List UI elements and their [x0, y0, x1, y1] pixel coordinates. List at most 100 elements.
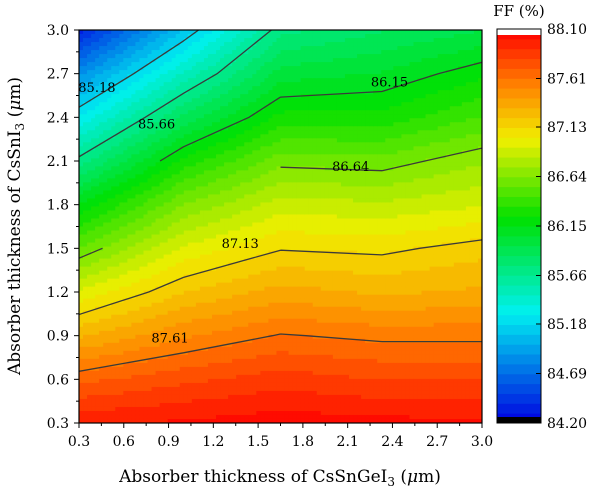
heat-cell [272, 374, 278, 380]
heat-cell [199, 66, 205, 71]
heat-cell [199, 322, 205, 328]
heat-cell [159, 322, 165, 328]
heat-cell [224, 42, 229, 47]
heat-cell [119, 170, 124, 175]
heat-cell [207, 346, 213, 352]
heat-cell [155, 62, 161, 67]
heat-cell [272, 50, 278, 55]
heat-cell [143, 90, 149, 95]
heat-cell [199, 342, 205, 348]
heat-cell [127, 330, 132, 336]
heat-cell [175, 190, 181, 196]
heat-cell [139, 154, 145, 159]
heat-cell [115, 306, 120, 312]
heat-cell [220, 102, 225, 107]
heat-cell [107, 322, 112, 328]
heat-cell [264, 86, 270, 91]
heat-cell [135, 410, 141, 416]
heat-cell [143, 130, 149, 135]
heat-cell [191, 362, 197, 368]
heat-cell [95, 182, 100, 187]
heat-cell [171, 222, 177, 228]
heat-cell [111, 322, 116, 328]
heat-cell [195, 98, 201, 103]
heat-cell [268, 366, 274, 372]
heat-cell [167, 246, 173, 252]
heat-cell [119, 290, 124, 296]
heat-cell [123, 226, 128, 232]
heat-cell [195, 290, 201, 296]
heat-cell [155, 286, 161, 292]
heat-cell [87, 322, 92, 328]
heat-cell [155, 310, 161, 316]
heat-cell [228, 318, 233, 324]
heat-cell [115, 170, 120, 175]
heat-cell [135, 266, 141, 272]
heat-cell [232, 214, 237, 220]
heat-cell [179, 130, 185, 135]
heat-cell [187, 258, 193, 264]
heat-cell [191, 402, 197, 408]
heat-cell [107, 318, 112, 324]
heat-cell [103, 190, 108, 196]
heat-cell [115, 38, 120, 43]
heat-cell [228, 70, 233, 75]
heat-cell [171, 230, 177, 236]
heat-cell [87, 74, 92, 79]
heat-cell [191, 146, 197, 151]
heat-cell [103, 194, 108, 200]
heat-cell [147, 214, 153, 220]
heat-cell [119, 306, 124, 312]
heat-cell [87, 198, 92, 204]
heat-cell [220, 390, 225, 396]
heat-cell [191, 90, 197, 95]
heat-cell [159, 258, 165, 264]
heat-cell [195, 134, 201, 139]
heat-cell [163, 30, 169, 35]
heat-cell [264, 54, 270, 59]
heat-cell [260, 350, 265, 356]
heat-cell [248, 246, 253, 252]
heat-cell [139, 50, 145, 55]
heat-cell [91, 410, 96, 416]
heat-cell [199, 374, 205, 380]
heat-cell [119, 286, 124, 292]
heat-cell [236, 294, 241, 300]
heat-cell [236, 106, 241, 111]
heat-cell [103, 98, 108, 103]
heat-cell [248, 202, 253, 208]
heat-cell [248, 110, 253, 115]
heat-cell [83, 270, 88, 276]
heat-cell [151, 170, 157, 175]
heat-cell [272, 102, 278, 107]
heat-cell [151, 270, 157, 276]
heat-cell [107, 50, 112, 55]
heat-cell [220, 386, 225, 392]
heat-cell [131, 38, 137, 43]
heat-cell [167, 266, 173, 272]
heat-cell [159, 62, 165, 67]
heat-cell [276, 74, 282, 79]
heat-cell [244, 62, 249, 67]
heat-cell [111, 346, 116, 352]
heat-cell [280, 310, 286, 316]
heat-cell [216, 66, 221, 71]
heat-cell [187, 66, 193, 71]
heat-cell [207, 230, 213, 236]
heat-cell [127, 198, 132, 204]
heat-cell [123, 330, 128, 336]
heat-cell [99, 326, 104, 332]
heat-cell [135, 54, 141, 59]
heat-cell [135, 246, 141, 252]
heat-cell [228, 354, 233, 360]
heat-cell [167, 394, 173, 400]
heat-cell [143, 310, 149, 316]
heat-cell [191, 382, 197, 388]
heat-cell [123, 118, 128, 123]
heat-cell [147, 254, 153, 260]
heat-cell [159, 190, 165, 196]
heat-cell [107, 158, 112, 163]
heat-cell [155, 126, 161, 131]
heat-cell [264, 106, 270, 111]
heat-cell [123, 154, 128, 159]
